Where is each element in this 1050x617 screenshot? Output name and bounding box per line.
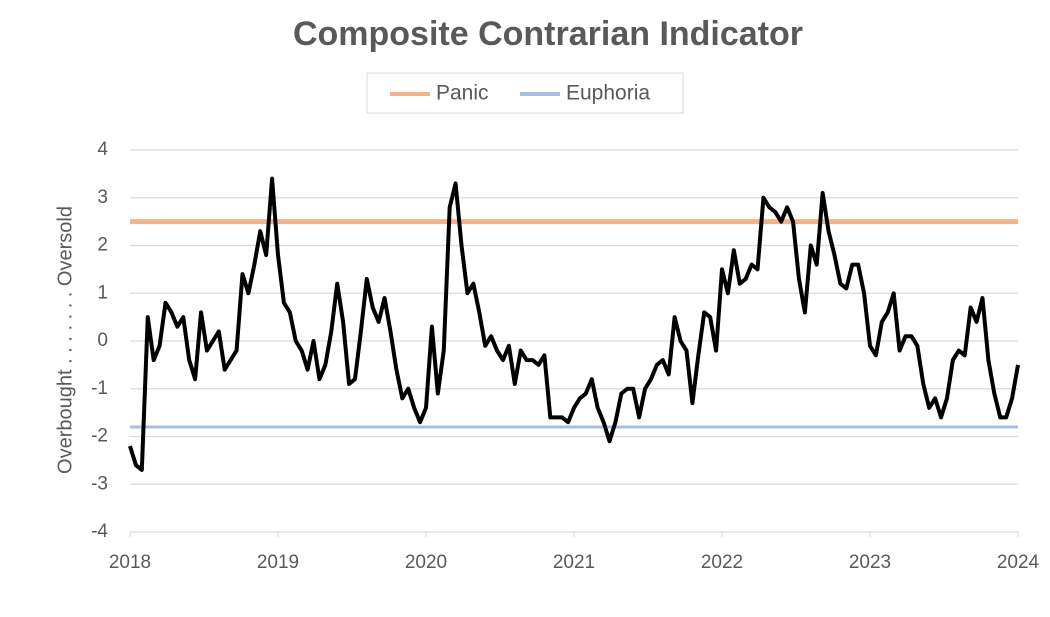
y-axis-label: Overbought . . . . . . . Oversold [54,206,76,474]
y-tick-label: 2 [97,235,108,256]
legend-label: Euphoria [566,82,650,105]
y-tick-label: -2 [91,426,108,447]
x-tick-label: 2024 [997,552,1040,573]
legend-label: Panic [436,82,489,105]
y-tick-label: -3 [91,473,108,494]
y-tick-label: -4 [91,521,108,542]
y-tick-label: -1 [91,378,108,399]
y-tick-label: 3 [97,187,108,208]
x-tick-label: 2021 [553,552,595,573]
y-tick-label: 1 [97,282,108,303]
x-tick-label: 2020 [405,552,447,573]
x-tick-label: 2018 [109,552,151,573]
chart-title: Composite Contrarian Indicator [293,15,803,53]
indicator-line [128,176,1020,472]
x-tick-label: 2023 [849,552,891,573]
x-tick-label: 2019 [257,552,299,573]
y-tick-label: 4 [97,139,108,160]
y-tick-label: 0 [97,330,108,351]
x-tick-label: 2022 [701,552,743,573]
